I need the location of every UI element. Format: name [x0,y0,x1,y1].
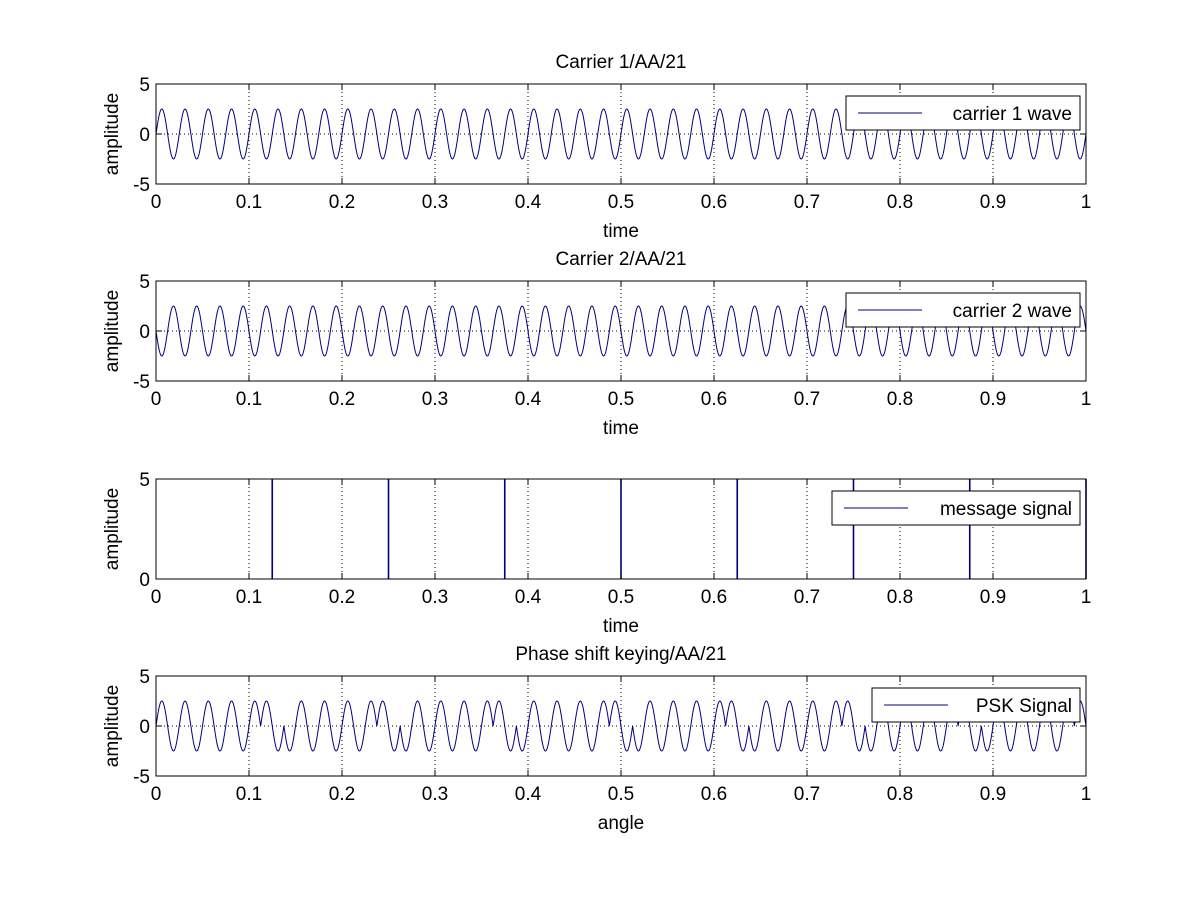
x-tick-label: 0.2 [329,587,355,608]
legend-label: message signal [940,499,1072,520]
x-tick-label: 0.9 [980,784,1006,805]
y-tick-label: -5 [133,175,150,196]
x-tick-label: 0 [151,587,162,608]
legend-label: carrier 2 wave [953,301,1072,322]
chart-title: Carrier 1/AA/21 [556,52,687,73]
x-axis-label: time [603,616,639,637]
y-tick-label: 5 [139,75,150,96]
y-axis-label: amplitude [102,488,123,570]
x-tick-label: 0.4 [515,784,542,805]
x-tick-label: 0.1 [236,389,262,410]
y-axis-label: amplitude [102,290,123,372]
legend: PSK Signal [871,687,1081,723]
chart-title: Phase shift keying/AA/21 [515,644,726,665]
x-tick-label: 0.3 [422,784,448,805]
y-tick-label: -5 [133,372,150,393]
x-tick-label: 0.4 [515,192,542,213]
x-tick-label: 0.6 [701,389,727,410]
x-tick-label: 0.3 [422,389,448,410]
legend-label: carrier 1 wave [953,104,1072,125]
x-tick-label: 0.7 [794,784,820,805]
legend: carrier 2 wave [845,292,1081,328]
x-tick-label: 0.1 [236,192,262,213]
x-tick-label: 0.8 [887,389,913,410]
x-tick-label: 0.9 [980,192,1006,213]
x-tick-label: 0.5 [608,587,634,608]
x-tick-label: 0.5 [608,389,634,410]
y-tick-label: 0 [139,570,150,591]
x-tick-label: 0.7 [794,587,820,608]
x-tick-label: 0 [151,192,162,213]
x-tick-label: 0.6 [701,784,727,805]
y-tick-label: 0 [139,322,150,343]
y-tick-label: 5 [139,272,150,293]
y-tick-label: -5 [133,767,150,788]
x-axis-label: angle [598,813,645,834]
x-tick-label: 0.2 [329,192,355,213]
x-tick-label: 0.8 [887,784,913,805]
y-axis-label: amplitude [102,685,123,767]
legend-label: PSK Signal [976,696,1072,717]
y-tick-label: 0 [139,125,150,146]
x-tick-label: 0.7 [794,389,820,410]
x-tick-label: 1 [1081,587,1092,608]
x-tick-label: 0.1 [236,587,262,608]
x-tick-label: 1 [1081,389,1092,410]
x-tick-label: 0.5 [608,784,634,805]
x-axis-label: time [603,418,639,439]
series-line-1 [155,305,1087,357]
y-tick-label: 0 [139,717,150,738]
x-tick-label: 0.9 [980,587,1006,608]
x-tick-label: 0.8 [887,587,913,608]
x-tick-label: 0.4 [515,389,542,410]
chart-title: Carrier 2/AA/21 [556,249,687,270]
x-tick-label: 0.3 [422,192,448,213]
x-tick-label: 0.1 [236,784,262,805]
x-tick-label: 0.6 [701,587,727,608]
legend: carrier 1 wave [845,95,1081,131]
x-tick-label: 0.4 [515,587,542,608]
x-tick-label: 0 [151,784,162,805]
plot-area [155,305,1087,357]
subplot-3: 0 0.1 0.2 0.3 0.4 0.5 0.6 0.7 0.8 0.9 1 0 5 time ampli… [102,470,1091,637]
x-tick-label: 1 [1081,784,1092,805]
x-tick-label: 0.2 [329,784,355,805]
x-tick-label: 0.5 [608,192,634,213]
x-tick-label: 1 [1081,192,1092,213]
y-tick-label: 5 [139,667,150,688]
x-tick-label: 0.7 [794,192,820,213]
x-axis-label: time [603,221,639,242]
x-tick-label: 0.9 [980,389,1006,410]
x-tick-label: 0 [151,389,162,410]
x-tick-label: 0.8 [887,192,913,213]
subplot-2: 0 0.1 0.2 0.3 0.4 0.5 0.6 0.7 0.8 0.9 1-505Carrier… [102,249,1091,439]
x-tick-label: 0.3 [422,587,448,608]
subplot-1: 0 0.1 0.2 0.3 0.4 0.5 0.6 0.7 0.8 0.9 1-505Carrier… [102,52,1091,242]
x-tick-label: 0.6 [701,192,727,213]
y-tick-label: 5 [139,470,150,491]
y-axis-label: amplitude [102,93,123,175]
legend: message signal [831,490,1081,526]
x-tick-label: 0.2 [329,389,355,410]
